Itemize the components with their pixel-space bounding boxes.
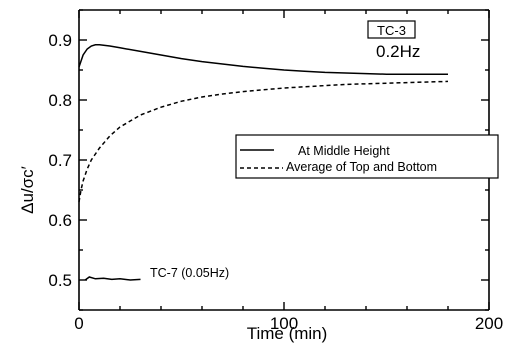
x-axis-title: Time (min) xyxy=(247,324,328,343)
y-tick-label: 0.9 xyxy=(48,31,72,50)
y-axis-title-text: Δu/σc′ xyxy=(18,166,37,214)
legend-label-average: Average of Top and Bottom xyxy=(286,160,437,174)
series-line-1 xyxy=(78,80,449,203)
y-tick-label: 0.8 xyxy=(48,91,72,110)
legend-label-middle: At Middle Height xyxy=(298,144,390,158)
legend: At Middle Height Average of Top and Bott… xyxy=(235,134,499,179)
x-tick-label: 100 xyxy=(270,314,298,333)
test-id-box xyxy=(367,20,416,39)
ticks: 0 100 200 0.5 0.6 0.7 0.8 0.9 xyxy=(48,9,503,333)
series-layer xyxy=(78,44,449,281)
y-tick-label: 0.6 xyxy=(48,211,72,230)
frequency-annotation: 0.2Hz xyxy=(376,42,420,61)
series-line-0 xyxy=(78,44,448,75)
test-id-annotation: TC-3 xyxy=(367,20,416,39)
legend-box xyxy=(235,134,499,179)
tc7-label: TC-7 (0.05Hz) xyxy=(150,266,229,280)
test-id-text: TC-3 xyxy=(377,23,406,38)
series-line-2 xyxy=(84,276,141,281)
y-tick-label: 0.7 xyxy=(48,151,72,170)
y-axis-title: Δu/σc′ xyxy=(18,166,37,214)
x-tick-label: 0 xyxy=(74,314,83,333)
y-tick-label: 0.5 xyxy=(48,271,72,290)
x-tick-label: 200 xyxy=(475,314,503,333)
